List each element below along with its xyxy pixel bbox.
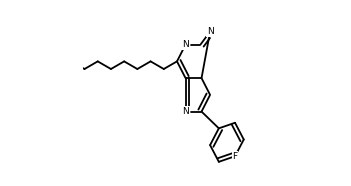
Text: F: F <box>232 152 238 161</box>
Text: N: N <box>207 27 213 36</box>
Text: N: N <box>182 40 189 49</box>
Text: N: N <box>182 107 189 116</box>
